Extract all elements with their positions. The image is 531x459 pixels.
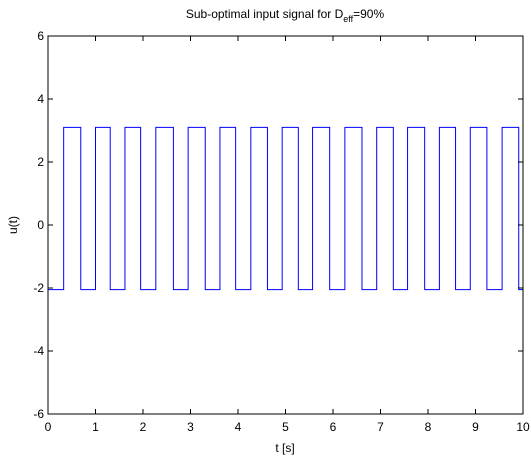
x-tick-label: 2 [140, 420, 147, 434]
plot-area [48, 36, 523, 414]
signal-layer [48, 126, 523, 291]
y-tick-label: -4 [33, 344, 44, 358]
x-tick-label: 3 [187, 420, 194, 434]
x-tick-label: 7 [377, 420, 384, 434]
x-tick-label: 1 [92, 420, 99, 434]
x-tick-label: 8 [425, 420, 432, 434]
y-tick-label: 4 [37, 92, 44, 106]
y-axis-label: u(t) [6, 216, 20, 234]
x-tick-label: 4 [235, 420, 242, 434]
chart-title: Sub-optimal input signal for Deff=90% [186, 7, 385, 24]
x-tick-label: 9 [472, 420, 479, 434]
y-tick-label: 0 [37, 218, 44, 232]
y-tick-label: -2 [33, 281, 44, 295]
x-ticks: 0 1 2 3 4 5 6 7 8 9 10 [45, 36, 530, 434]
x-tick-label: 10 [516, 420, 530, 434]
y-tick-label: 2 [37, 155, 44, 169]
y-tick-label: -6 [33, 407, 44, 421]
x-axis-label: t [s] [275, 441, 294, 455]
y-tick-label: 6 [37, 29, 44, 43]
x-tick-label: 0 [45, 420, 52, 434]
x-tick-label: 5 [282, 420, 289, 434]
y-ticks: -6 -4 -2 0 2 4 6 [33, 29, 523, 421]
x-tick-label: 6 [330, 420, 337, 434]
signal-line [48, 126, 523, 291]
